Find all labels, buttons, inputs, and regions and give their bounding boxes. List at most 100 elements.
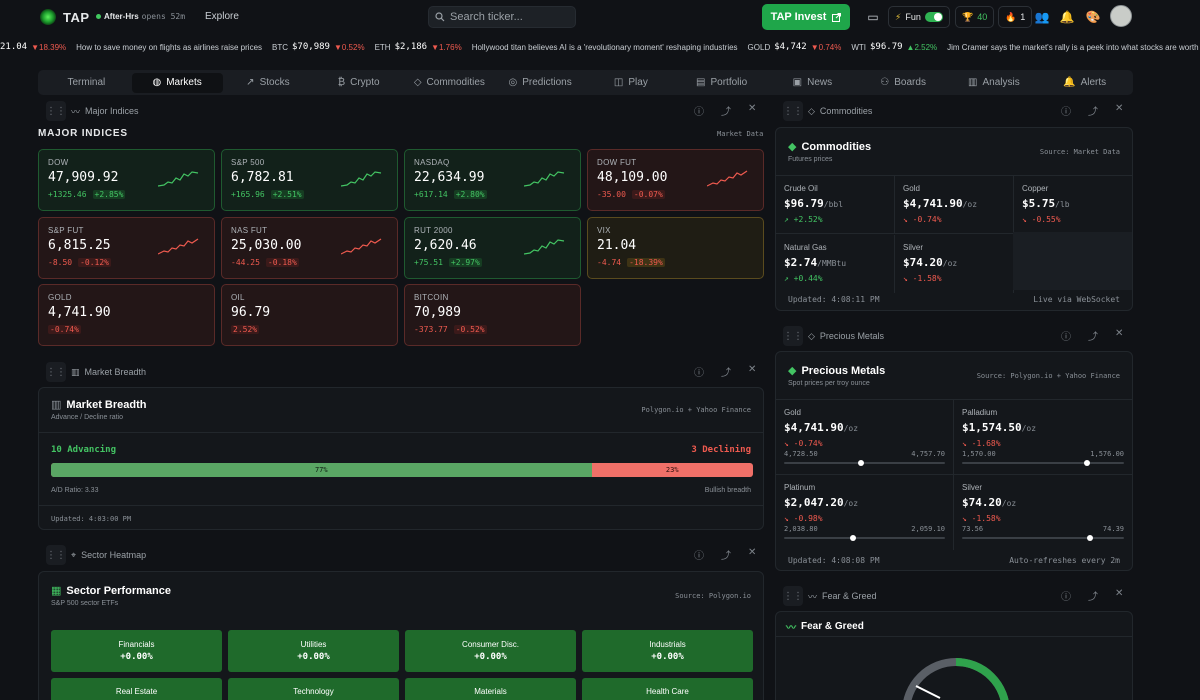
share-icon[interactable]: ⤴: [1088, 332, 1098, 343]
share-icon[interactable]: ⤴: [721, 368, 731, 379]
sector-tile[interactable]: Health Care: [582, 678, 753, 700]
index-tile[interactable]: NASDAQ 22,634.99 +617.14 +2.80%: [404, 149, 581, 211]
wallet-icon[interactable]: ▭: [867, 10, 879, 24]
share-icon[interactable]: ⤴: [721, 551, 731, 562]
ticker-item[interactable]: WTI $96.79 ▲2.52%: [851, 42, 937, 52]
tab-terminal[interactable]: Terminal: [41, 73, 132, 93]
avatar[interactable]: [1110, 5, 1132, 27]
drag-handle-icon[interactable]: ⋮⋮: [46, 545, 66, 565]
ticker-item[interactable]: Jim Cramer says the market's rally is a …: [947, 43, 1200, 52]
close-icon[interactable]: ✕: [1115, 103, 1124, 114]
share-icon[interactable]: ⤴: [721, 107, 731, 118]
sector-value: +0.00%: [120, 652, 153, 662]
index-tile[interactable]: OIL 96.79 2.52%: [221, 284, 398, 346]
info-icon[interactable]: ⓘ: [1061, 332, 1071, 343]
toggle-switch[interactable]: [924, 12, 943, 22]
tab-stocks[interactable]: ↗ Stocks: [223, 73, 314, 93]
users-icon[interactable]: 👥: [1034, 10, 1050, 24]
info-icon[interactable]: ⓘ: [1061, 592, 1071, 603]
commodity-cell[interactable]: Natural Gas $2.74/MMBtu ↗ +0.44%: [776, 235, 895, 293]
tab-label: Alerts: [1080, 77, 1107, 88]
index-tile[interactable]: GOLD 4,741.90 -0.74%: [38, 284, 215, 346]
index-pct-badge: +2.51%: [270, 190, 304, 199]
divider: [776, 175, 1132, 176]
commodity-change: ↘ -1.58%: [903, 274, 1005, 283]
ticker-item[interactable]: BTC $70,989 ▼0.52%: [272, 42, 365, 52]
drag-handle-icon[interactable]: ⋮⋮: [783, 326, 803, 346]
index-price: 22,634.99: [414, 170, 485, 185]
index-tile[interactable]: S&P FUT 6,815.25 -8.50 -0.12%: [38, 217, 215, 279]
sector-tile[interactable]: Materials: [405, 678, 576, 700]
sector-tile[interactable]: Real Estate: [51, 678, 222, 700]
tab-analysis[interactable]: ▥ Analysis: [949, 73, 1040, 93]
drag-handle-icon[interactable]: ⋮⋮: [46, 101, 66, 121]
metal-cell[interactable]: Palladium $1,574.50/oz ↘ -1.68% 1,570.00 1,5…: [954, 400, 1132, 475]
drag-handle-icon[interactable]: ⋮⋮: [46, 362, 66, 382]
metal-cell[interactable]: Gold $4,741.90/oz ↘ -0.74% 4,728.50 4,757.70: [776, 400, 954, 475]
commodity-cell[interactable]: Gold $4,741.90/oz ↘ -0.74%: [895, 176, 1014, 234]
share-icon[interactable]: ⤴: [1088, 592, 1098, 603]
tab-markets[interactable]: ◍ Markets: [131, 72, 223, 93]
palette-icon[interactable]: 🎨: [1085, 10, 1101, 24]
tab-boards[interactable]: ⚇ Boards: [858, 73, 949, 93]
ticker-item[interactable]: Hollywood titan believes AI is a 'revolu…: [472, 43, 738, 52]
tab-play[interactable]: ◫ Play: [586, 73, 677, 93]
info-icon[interactable]: ⓘ: [694, 107, 704, 118]
sector-tile[interactable]: Financials +0.00%: [51, 630, 222, 672]
ticker-item[interactable]: GOLD $4,742 ▼0.74%: [748, 42, 842, 52]
ticker-item[interactable]: 21.04 ▼18.39%: [0, 42, 66, 52]
feargreed-title: 〰 Fear & Greed: [786, 619, 864, 634]
drag-handle-icon[interactable]: ⋮⋮: [783, 586, 803, 606]
tab-portfolio[interactable]: ▤ Portfolio: [676, 73, 767, 93]
close-icon[interactable]: ✕: [748, 364, 757, 375]
metal-price: $1,574.50/oz: [962, 421, 1124, 434]
share-icon[interactable]: ⤴: [1088, 107, 1098, 118]
streak-badge[interactable]: 🔥 1: [998, 6, 1033, 28]
close-icon[interactable]: ✕: [748, 547, 757, 558]
explore-link[interactable]: Explore: [205, 11, 239, 22]
commodity-cell[interactable]: Silver $74.20/oz ↘ -1.58%: [895, 235, 1014, 293]
info-icon[interactable]: ⓘ: [1061, 107, 1071, 118]
close-icon[interactable]: ✕: [748, 103, 757, 114]
metal-cell[interactable]: Platinum $2,047.20/oz ↘ -0.98% 2,038.80 2,05…: [776, 475, 954, 550]
close-icon[interactable]: ✕: [1115, 328, 1124, 339]
ticker-item[interactable]: ETH $2,186 ▼1.76%: [375, 42, 462, 52]
index-tile[interactable]: DOW 47,909.92 +1325.46 +2.85%: [38, 149, 215, 211]
tab-icon: ₿: [337, 77, 346, 88]
index-tile[interactable]: BITCOIN 70,989 -373.77 -0.52%: [404, 284, 581, 346]
sector-tile[interactable]: Utilities +0.00%: [228, 630, 399, 672]
tab-crypto[interactable]: ₿ Crypto: [313, 73, 404, 93]
widget-title: Market Breadth: [84, 367, 147, 377]
metal-cell[interactable]: Silver $74.20/oz ↘ -1.58% 73.56 74.39: [954, 475, 1132, 550]
search-input[interactable]: Search ticker...: [428, 6, 576, 28]
index-tile[interactable]: DOW FUT 48,109.00 -35.00 -0.07%: [587, 149, 764, 211]
trophy-badge[interactable]: 🏆 40: [955, 6, 995, 28]
tab-commodities[interactable]: ◇ Commodities: [404, 73, 495, 93]
info-icon[interactable]: ⓘ: [694, 551, 704, 562]
sector-tile[interactable]: Consumer Disc. +0.00%: [405, 630, 576, 672]
fun-mode-toggle[interactable]: ⚡ Fun: [888, 6, 950, 28]
map-pin-icon: ⌖: [71, 549, 77, 560]
drag-handle-icon[interactable]: ⋮⋮: [783, 101, 803, 121]
range-high: 1,576.00: [1090, 450, 1124, 458]
tab-alerts[interactable]: 🔔 Alerts: [1039, 73, 1130, 93]
index-tile[interactable]: S&P 500 6,782.81 +165.96 +2.51%: [221, 149, 398, 211]
sector-tile[interactable]: Industrials +0.00%: [582, 630, 753, 672]
bell-icon[interactable]: 🔔: [1059, 10, 1075, 24]
range-high: 2,059.10: [911, 525, 945, 533]
tab-predictions[interactable]: ◎ Predictions: [495, 73, 586, 93]
ticker-item[interactable]: How to save money on flights as airlines…: [76, 43, 262, 52]
sector-tile[interactable]: Technology: [228, 678, 399, 700]
index-tile[interactable]: NAS FUT 25,030.00 -44.25 -0.18%: [221, 217, 398, 279]
tap-invest-button[interactable]: TAP Invest: [762, 4, 850, 30]
close-icon[interactable]: ✕: [1115, 588, 1124, 599]
info-icon[interactable]: ⓘ: [694, 368, 704, 379]
index-tile[interactable]: RUT 2000 2,620.46 +75.51 +2.97%: [404, 217, 581, 279]
ticker-change: ▲2.52%: [906, 42, 938, 52]
commodity-cell[interactable]: Copper $5.75/lb ↘ -0.55%: [1014, 176, 1133, 234]
index-tile[interactable]: VIX 21.04 -4.74 -18.39%: [587, 217, 764, 279]
bolt-icon: ⚡: [895, 11, 902, 22]
tab-icon: ▤: [696, 77, 706, 88]
tab-news[interactable]: ▣ News: [767, 73, 858, 93]
commodity-cell[interactable]: Crude Oil $96.79/bbl ↗ +2.52%: [776, 176, 895, 234]
